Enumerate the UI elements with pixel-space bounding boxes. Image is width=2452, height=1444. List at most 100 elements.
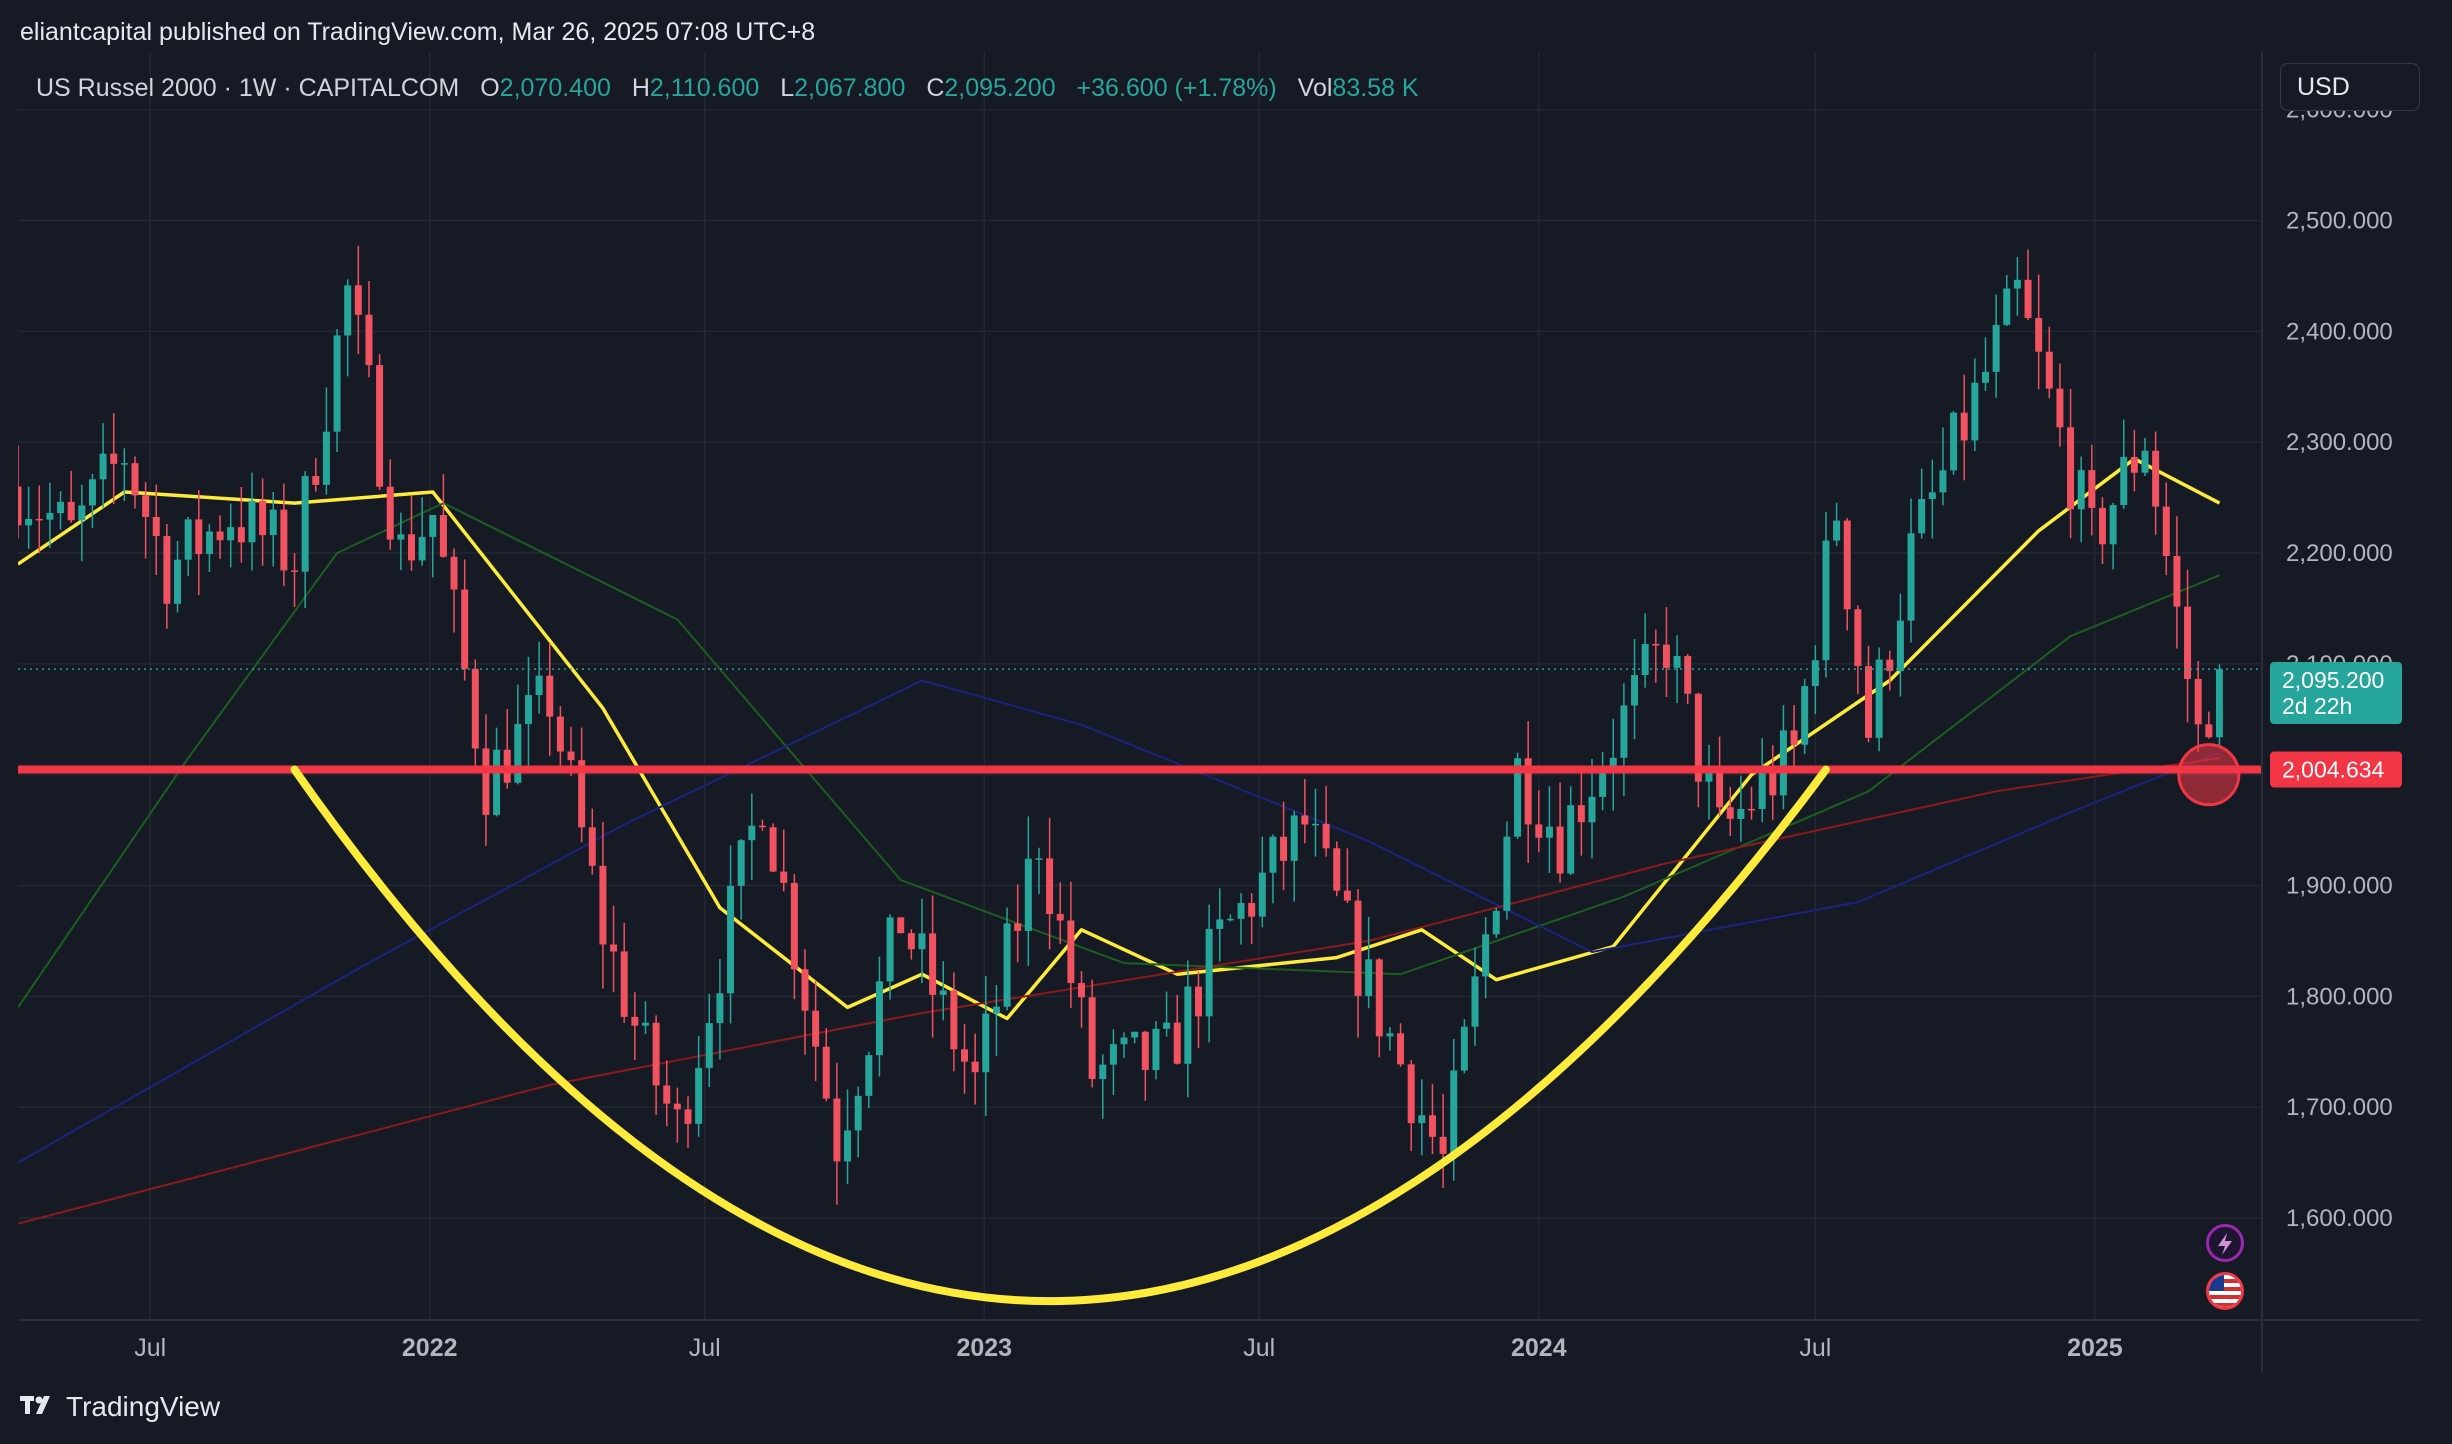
candle-body bbox=[1248, 903, 1256, 917]
candle-body bbox=[1216, 919, 1224, 929]
candle-body bbox=[1705, 772, 1713, 782]
candle-body bbox=[939, 990, 947, 995]
candle-body bbox=[57, 501, 65, 514]
candle-body bbox=[418, 536, 426, 561]
vol-label: Vol bbox=[1297, 74, 1333, 102]
currency-button[interactable]: USD bbox=[2280, 63, 2420, 111]
candle-body bbox=[524, 695, 532, 725]
candle-body bbox=[2130, 456, 2138, 473]
candle-body bbox=[1333, 848, 1341, 891]
price-badges: 2,095.200 2d 22h 2,004.634 bbox=[2270, 662, 2402, 788]
candle-body bbox=[1067, 920, 1075, 984]
candle-body bbox=[1163, 1022, 1171, 1029]
candle-body bbox=[269, 509, 277, 536]
candle-body bbox=[1535, 824, 1543, 838]
candle-body bbox=[758, 825, 766, 828]
time-tick-label: Jul bbox=[134, 1334, 166, 1362]
candle-body bbox=[1343, 890, 1351, 901]
candle-body bbox=[333, 335, 341, 432]
open-value: 2,070.400 bbox=[499, 74, 611, 102]
footer-brand[interactable]: TradingView bbox=[20, 1390, 220, 1424]
candle-body bbox=[461, 589, 469, 669]
candle-body bbox=[2205, 724, 2213, 738]
candle-body bbox=[684, 1109, 692, 1124]
candle-body bbox=[1439, 1136, 1447, 1154]
candle-body bbox=[1311, 823, 1319, 826]
candle-body bbox=[2215, 669, 2223, 738]
candle-body bbox=[2194, 678, 2202, 725]
candle-body bbox=[599, 865, 607, 945]
candle-body bbox=[1950, 412, 1958, 471]
candle-body bbox=[291, 570, 299, 572]
candle-body bbox=[1843, 520, 1851, 610]
time-tick-label: 2024 bbox=[1511, 1334, 1567, 1362]
candle-body bbox=[1237, 903, 1245, 919]
candle-body bbox=[727, 885, 735, 994]
candle-body bbox=[1790, 730, 1798, 745]
candle-body bbox=[1981, 371, 1989, 383]
lightning-icon[interactable] bbox=[2206, 1224, 2244, 1262]
candle-body bbox=[961, 1049, 969, 1062]
candle-body bbox=[163, 536, 171, 604]
moving-average-line bbox=[17, 757, 2220, 1225]
price-tick-label: 1,700.000 bbox=[2286, 1094, 2393, 1121]
moving-average-line bbox=[17, 502, 2220, 1008]
candle-body bbox=[918, 933, 926, 950]
candle-body bbox=[1577, 805, 1585, 823]
candle-body bbox=[227, 527, 235, 541]
symbol-title: US Russel 2000 · 1W · CAPITALCOM bbox=[36, 74, 460, 102]
candle-body bbox=[535, 675, 543, 696]
candle-body bbox=[1514, 758, 1522, 837]
brand-name: TradingView bbox=[66, 1391, 221, 1422]
candle-body bbox=[514, 724, 522, 783]
price-chart[interactable]: 2,600.0002,500.0002,400.0002,300.0002,20… bbox=[14, 52, 2422, 1372]
candle-body bbox=[1173, 1022, 1181, 1064]
tradingview-logo-icon bbox=[20, 1390, 56, 1424]
price-tick-label: 2,300.000 bbox=[2286, 429, 2393, 456]
candle-body bbox=[780, 871, 788, 883]
candle-body bbox=[1099, 1064, 1107, 1080]
candle-body bbox=[1694, 693, 1702, 782]
time-axis: Jul 2022 Jul 2023 Jul 2024 Jul 2025 bbox=[18, 1319, 2422, 1362]
candle-body bbox=[1152, 1028, 1160, 1071]
time-tick-label: Jul bbox=[1799, 1334, 1831, 1362]
ohlc-legend: US Russel 2000 · 1W · CAPITALCOM O2,070.… bbox=[36, 74, 1419, 103]
candle-body bbox=[705, 1023, 713, 1068]
time-tick-label: Jul bbox=[689, 1334, 721, 1362]
high-label: H bbox=[631, 74, 650, 102]
candle-body bbox=[1078, 983, 1086, 998]
candle-body bbox=[386, 486, 394, 540]
cup-curve bbox=[290, 765, 1830, 1306]
candle-body bbox=[790, 882, 798, 970]
chart-area[interactable]: 2,600.0002,500.0002,400.0002,300.0002,20… bbox=[14, 52, 2422, 1372]
candle-body bbox=[1662, 644, 1670, 668]
change-value: +36.600 (+1.78%) bbox=[1076, 74, 1277, 102]
candle-body bbox=[1428, 1115, 1436, 1137]
candle-body bbox=[769, 827, 777, 872]
candle-body bbox=[2098, 507, 2106, 545]
candle-body bbox=[2013, 279, 2021, 289]
publisher-header: eliantcapital published on TradingView.c… bbox=[20, 18, 816, 46]
candle-body bbox=[1407, 1064, 1415, 1124]
candle-body bbox=[78, 505, 86, 521]
candle-body bbox=[1322, 823, 1330, 849]
time-tick-label: 2025 bbox=[2067, 1334, 2123, 1362]
candle-body bbox=[174, 559, 182, 604]
candle-body bbox=[1418, 1115, 1426, 1124]
candle-body bbox=[588, 827, 596, 866]
candle-body bbox=[280, 509, 288, 571]
candle-body bbox=[35, 518, 43, 521]
candle-body bbox=[184, 519, 192, 560]
candle-body bbox=[620, 951, 628, 1017]
candle-body bbox=[567, 751, 575, 761]
candle-body bbox=[1365, 959, 1373, 996]
candle-body bbox=[1758, 772, 1766, 810]
us-flag-icon[interactable] bbox=[2206, 1272, 2244, 1310]
candle-body bbox=[1779, 730, 1787, 796]
candle-body bbox=[1875, 659, 1883, 738]
candle-body bbox=[1748, 808, 1756, 811]
candle-body bbox=[929, 933, 937, 995]
candle-body bbox=[1567, 805, 1575, 874]
candle-body bbox=[950, 990, 958, 1050]
candle-body bbox=[1120, 1037, 1128, 1045]
